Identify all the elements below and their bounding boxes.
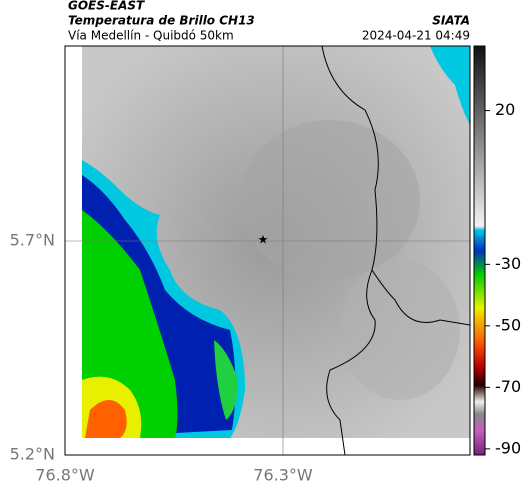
cloud-patch xyxy=(240,120,420,280)
colorbar-tick-label: -90 xyxy=(495,438,521,457)
cold-top xyxy=(214,340,238,420)
colorbar-tick-label: -50 xyxy=(495,315,521,334)
lon-label: 76.8°W xyxy=(35,466,95,485)
lat-label: 5.2°N xyxy=(10,445,55,464)
border xyxy=(321,45,471,456)
title: GOES-EAST xyxy=(68,0,145,13)
header: GOES-EAST Temperatura de Brillo CH13 Vía… xyxy=(68,0,470,43)
map-frame xyxy=(64,45,471,456)
lon-label: 76.3°W xyxy=(253,466,313,485)
map-image: ★ xyxy=(64,45,471,456)
source: SIATA xyxy=(432,14,470,28)
location-marker: ★ xyxy=(258,233,269,247)
colorbar: 20 -30 -50 -70 -90 xyxy=(473,45,521,457)
cold-top xyxy=(85,400,127,438)
cloud-patch xyxy=(340,260,460,400)
colorbar-scale xyxy=(473,45,486,456)
cold-top xyxy=(430,46,470,125)
colorbar-tick-label: 20 xyxy=(495,100,515,119)
axis-labels: 5.7°N 5.2°N 76.8°W 76.3°W xyxy=(10,231,313,485)
subtitle: Temperatura de Brillo CH13 xyxy=(68,14,255,28)
colorbar-tick-label: -70 xyxy=(495,377,521,396)
datetime: 2024-04-21 04:49 xyxy=(362,29,470,43)
lat-label: 5.7°N xyxy=(10,231,55,250)
colorbar-tick-label: -30 xyxy=(495,254,521,273)
location: Vía Medellín - Quibdó 50km xyxy=(68,29,234,43)
